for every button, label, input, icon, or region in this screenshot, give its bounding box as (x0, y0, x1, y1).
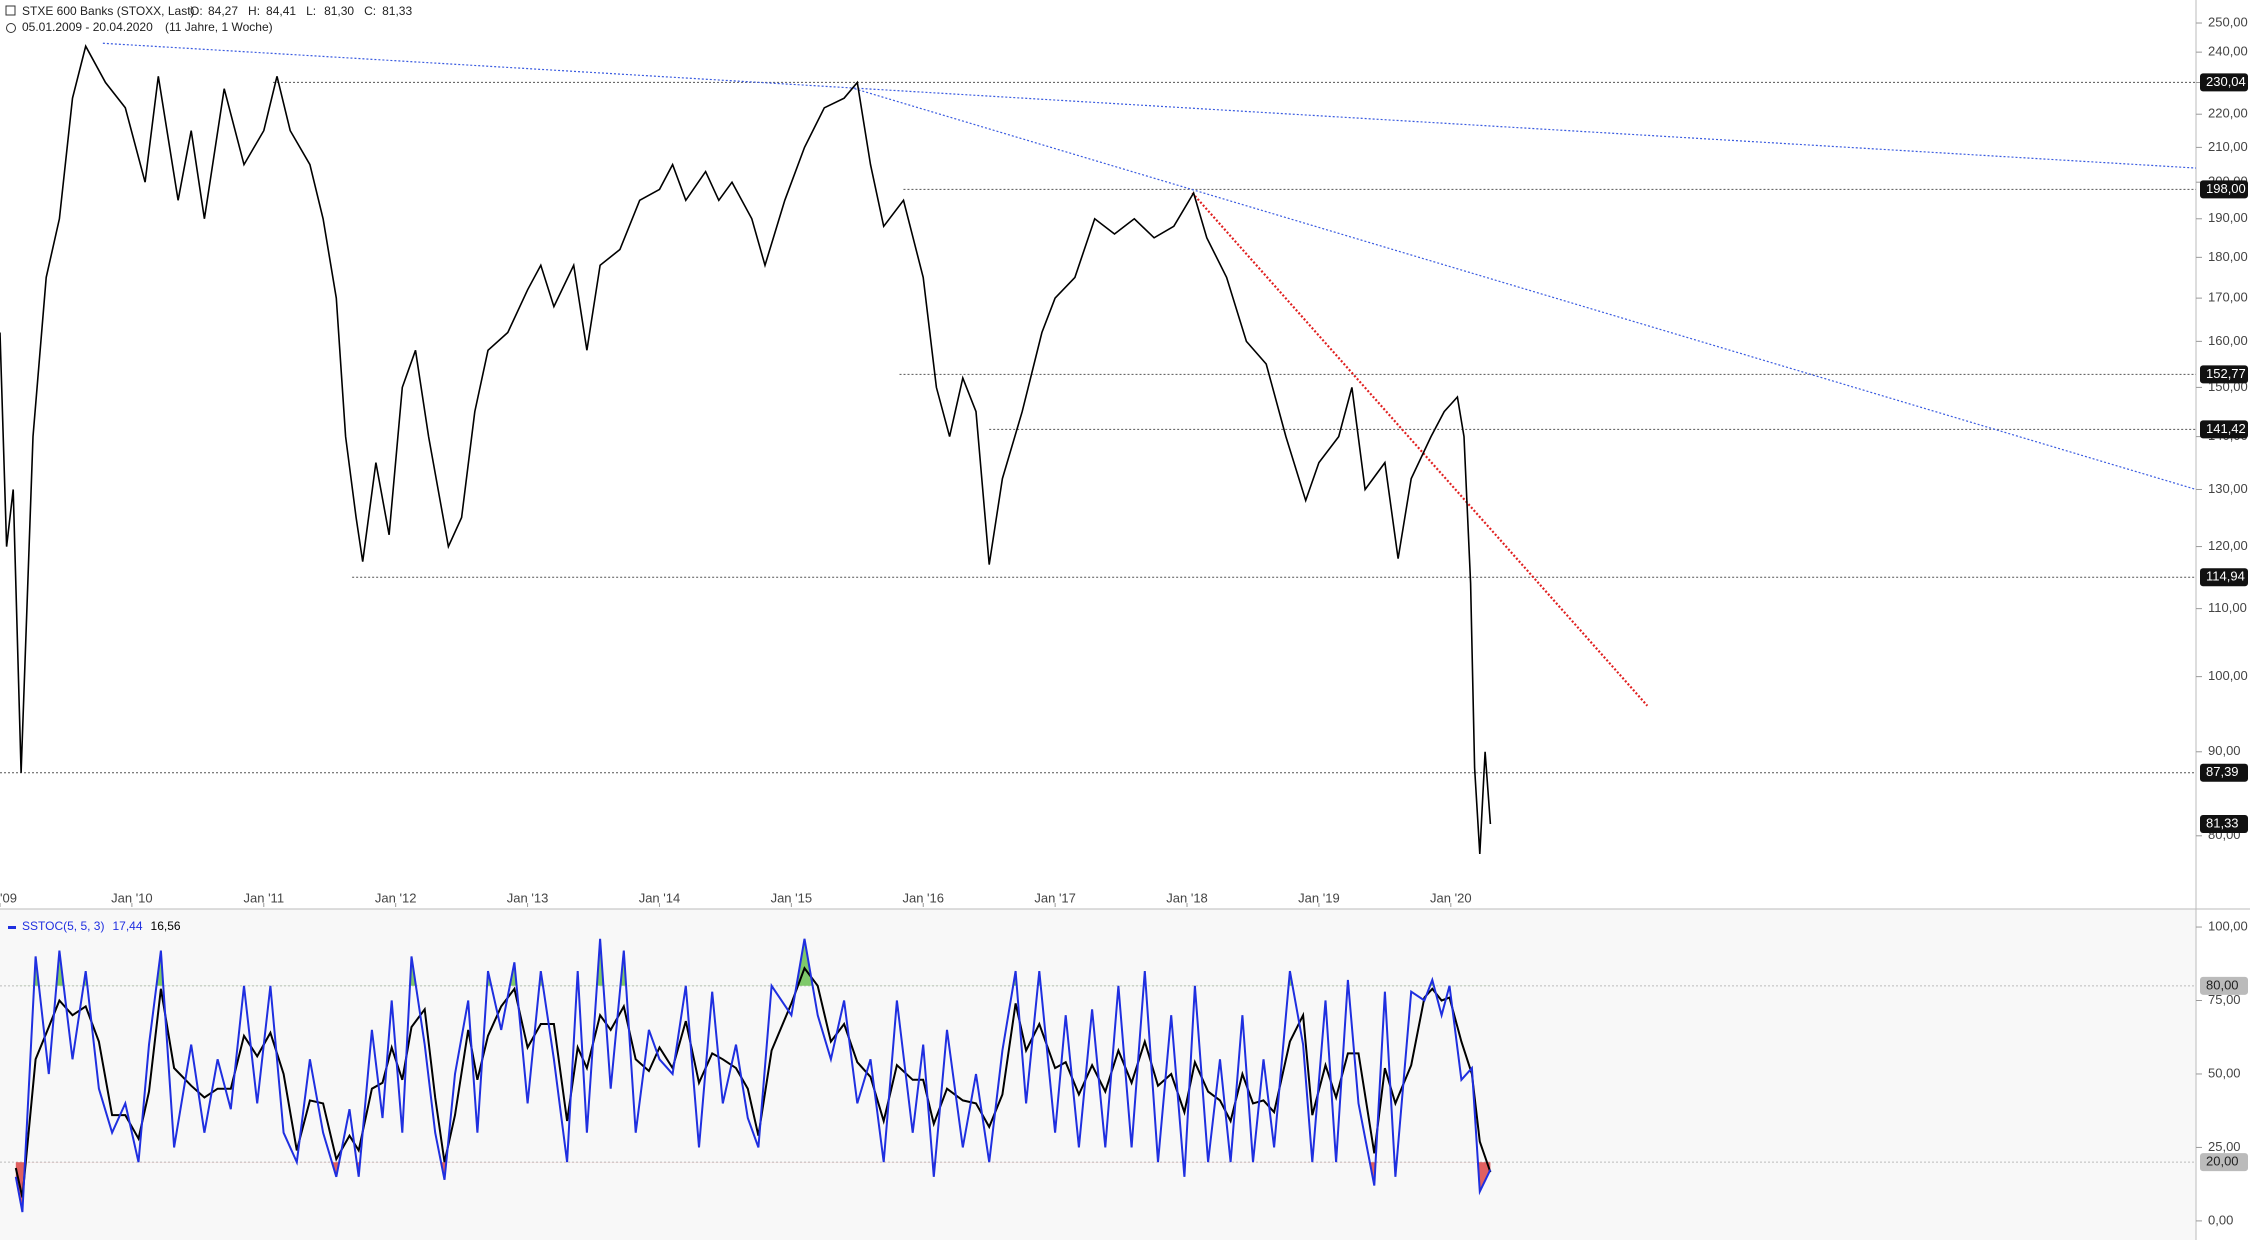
date-range: 05.01.2009 - 20.04.2020 (22, 20, 153, 34)
x-tick-label: Jan '12 (375, 890, 417, 905)
y-tick-label: 120,00 (2208, 538, 2248, 553)
x-tick-label: Jan '14 (639, 890, 681, 905)
x-tick-label: Jan '11 (244, 890, 285, 905)
level-label: 141,42 (2206, 421, 2246, 436)
x-tick-label: Jan '20 (1430, 890, 1472, 905)
x-tick-label: Jan '15 (771, 890, 813, 905)
y-tick-label: 210,00 (2208, 139, 2248, 154)
oscillator-line (14, 966, 1492, 1198)
ohlc-value: 81,33 (382, 4, 412, 18)
trend-line (854, 88, 2197, 491)
level-label: 114,94 (2206, 569, 2245, 584)
y-tick-label: 0,00 (2208, 1212, 2233, 1227)
y-tick-label: 25,00 (2208, 1139, 2241, 1154)
trend-line (102, 42, 2197, 169)
ohlc-label: H: (248, 4, 260, 18)
trend-line (1191, 192, 1649, 707)
price-line (0, 44, 1492, 854)
y-tick-label: 190,00 (2208, 210, 2248, 225)
oscillator-line (14, 938, 1492, 1213)
y-tick-label: 170,00 (2208, 290, 2248, 305)
header: STXE 600 Banks (STOXX, Last) 05.01.2009 … (5, 4, 273, 34)
legend-swatch (8, 926, 16, 929)
y-tick-label: 130,00 (2208, 481, 2248, 496)
last-label: 81,33 (2206, 815, 2239, 830)
level-label: 80,00 (2206, 977, 2239, 992)
ohlc-value: 84,41 (266, 4, 296, 18)
ohlc-label: L: (306, 4, 316, 18)
y-tick-label: 100,00 (2208, 668, 2248, 683)
x-tick-label: Jan '18 (1166, 890, 1208, 905)
legend-value: 17,44 (112, 919, 142, 933)
level-box (2200, 763, 2248, 782)
chart-icon (5, 5, 16, 16)
y-tick-label: 220,00 (2208, 106, 2248, 121)
y-tick-label: 50,00 (2208, 1065, 2241, 1080)
clock-icon (6, 23, 16, 33)
x-tick-label: Jan '17 (1034, 890, 1076, 905)
level-box (2200, 420, 2248, 439)
y-tick-label: 100,00 (2208, 918, 2248, 933)
level-box (2200, 568, 2248, 587)
x-tick-label: Jan '10 (111, 890, 153, 905)
ohlc-label: C: (364, 4, 376, 18)
level-label: 230,04 (2206, 74, 2246, 89)
y-tick-label: 250,00 (2208, 14, 2248, 29)
x-tick-label: Jan '19 (1298, 890, 1340, 905)
level-label: 87,39 (2206, 764, 2239, 779)
x-tick-label: '09 (0, 890, 17, 905)
level-label: 152,77 (2206, 366, 2246, 381)
level-label: 20,00 (2206, 1154, 2239, 1169)
ohlc-label: O: (190, 4, 203, 18)
y-tick-label: 75,00 (2208, 992, 2241, 1007)
y-tick-label: 160,00 (2208, 333, 2248, 348)
level-box (2200, 976, 2248, 995)
legend-value: 16,56 (151, 919, 181, 933)
level-label: 198,00 (2206, 181, 2246, 196)
y-tick-label: 180,00 (2208, 249, 2248, 264)
y-tick-label: 110,00 (2208, 600, 2247, 615)
ohlc-value: 81,30 (324, 4, 354, 18)
level-box (2200, 365, 2248, 384)
period: (11 Jahre, 1 Woche) (165, 20, 273, 34)
level-box (2200, 73, 2248, 92)
chart-title: STXE 600 Banks (STOXX, Last) (22, 4, 195, 18)
x-tick-label: Jan '16 (902, 890, 944, 905)
y-tick-label: 90,00 (2208, 743, 2241, 758)
last-box (2200, 815, 2248, 834)
x-tick-label: Jan '13 (507, 890, 549, 905)
legend-label: SSTOC(5, 5, 3) (22, 919, 104, 933)
level-box (2200, 1153, 2248, 1172)
y-tick-label: 240,00 (2208, 44, 2248, 59)
ohlc-value: 84,27 (208, 4, 238, 18)
level-box (2200, 180, 2248, 199)
